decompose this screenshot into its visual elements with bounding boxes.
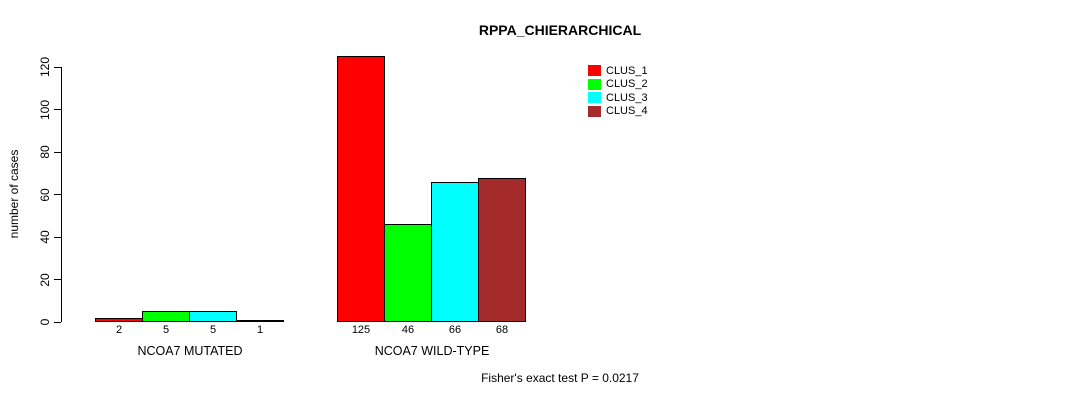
- bar-clus_4-group1: [236, 319, 284, 322]
- bar-clus_3-group1: [189, 311, 237, 322]
- legend-label: CLUS_3: [606, 91, 648, 104]
- legend-swatch-icon: [588, 65, 601, 76]
- bar-clus_3-group2: [431, 181, 479, 322]
- y-axis-tick-label: 20: [38, 272, 52, 287]
- y-axis-tick-label: 80: [38, 145, 52, 159]
- x-axis-group-label: NCOA7 MUTATED: [137, 344, 243, 358]
- y-axis-tick-label: 100: [38, 99, 52, 120]
- legend-label: CLUS_4: [606, 105, 648, 117]
- bar-value-label: 5: [162, 324, 170, 336]
- bar-value-label: 68: [495, 324, 509, 336]
- legend-item-clus_2: CLUS_2: [588, 78, 648, 91]
- y-axis-tick: [54, 236, 61, 238]
- y-axis-tick-label: 0: [38, 318, 52, 326]
- bar-value-label: 1: [256, 324, 264, 336]
- y-axis-tick: [54, 109, 61, 110]
- y-axis-tick: [54, 66, 61, 68]
- legend-swatch-icon: [588, 105, 601, 117]
- bar-clus_1-group2: [337, 56, 385, 322]
- y-axis-tick: [54, 151, 61, 153]
- chart-title: RPPA_CHIERARCHICAL: [478, 22, 642, 38]
- x-axis-group-label: NCOA7 WILD-TYPE: [374, 344, 490, 358]
- y-axis-tick-label: 60: [38, 187, 52, 202]
- bar-clus_1-group1: [95, 317, 143, 322]
- y-axis-tick: [54, 321, 61, 323]
- legend-label: CLUS_1: [606, 64, 648, 77]
- bar-value-label: 46: [401, 324, 415, 336]
- bar-value-label: 125: [351, 324, 371, 336]
- bar-clus_4-group2: [478, 177, 526, 322]
- y-axis-tick: [54, 194, 61, 195]
- y-axis-tick-label: 40: [38, 230, 52, 244]
- annotation-text: Fisher's exact test P = 0.0217: [481, 371, 639, 385]
- y-axis-label: number of cases: [7, 149, 21, 239]
- bar-value-label: 2: [115, 324, 123, 336]
- legend-item-clus_1: CLUS_1: [588, 64, 648, 77]
- bar-clus_2-group2: [384, 224, 432, 322]
- bar-value-label: 66: [448, 324, 462, 336]
- bar-value-label: 5: [209, 324, 217, 336]
- y-axis-tick: [54, 279, 61, 280]
- legend-item-clus_4: CLUS_4: [588, 105, 648, 118]
- legend-swatch-icon: [588, 78, 601, 90]
- y-axis-line: [61, 67, 62, 322]
- legend-label: CLUS_2: [606, 78, 648, 90]
- legend-swatch-icon: [588, 92, 601, 103]
- legend: CLUS_1 CLUS_2 CLUS_3 CLUS_4: [588, 64, 648, 118]
- y-axis-tick-label: 120: [38, 56, 52, 78]
- bar-clus_2-group1: [142, 311, 190, 322]
- legend-item-clus_3: CLUS_3: [588, 91, 648, 104]
